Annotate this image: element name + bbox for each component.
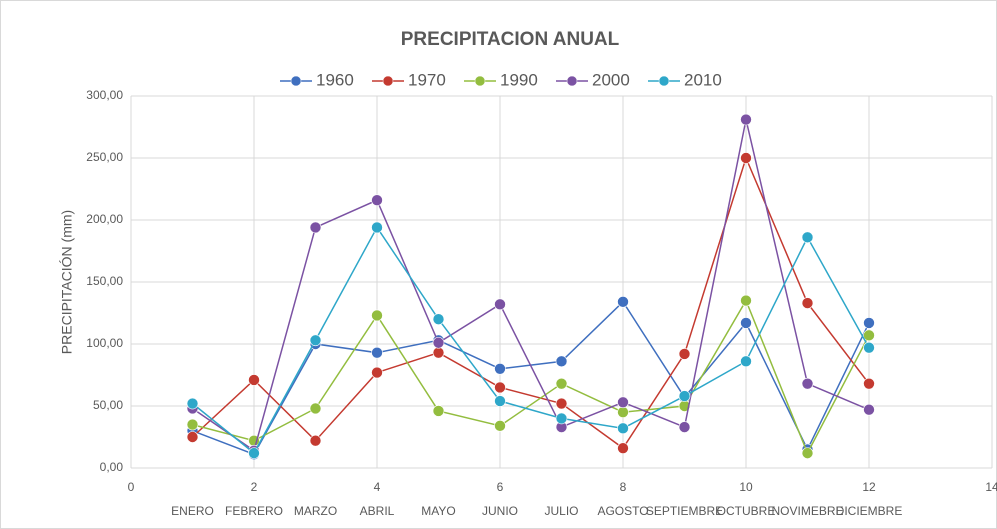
- y-tick-label: 250,00: [86, 150, 123, 164]
- data-point: [555, 377, 568, 390]
- data-point: [555, 412, 568, 425]
- category-label: ENERO: [171, 504, 214, 518]
- data-point: [186, 418, 199, 431]
- y-tick-label: 300,00: [86, 88, 123, 102]
- data-point: [617, 296, 629, 308]
- data-point: [371, 366, 383, 379]
- data-point: [432, 313, 445, 326]
- y-tick-label: 50,00: [93, 398, 123, 412]
- data-point: [678, 421, 691, 433]
- category-label: JULIO: [544, 504, 578, 518]
- data-point: [863, 317, 875, 329]
- legend-label: 1970: [408, 70, 446, 89]
- data-point: [617, 406, 629, 419]
- x-tick-label: 6: [497, 480, 504, 494]
- y-axis-label: PRECIPITACIÓN (mm): [59, 210, 75, 354]
- data-point: [801, 231, 814, 244]
- data-point: [617, 396, 629, 409]
- legend-marker: [658, 75, 670, 87]
- data-point: [801, 377, 814, 390]
- y-tick-label: 0,00: [100, 460, 124, 474]
- data-point: [371, 346, 383, 359]
- data-point: [371, 309, 383, 322]
- data-point: [248, 447, 260, 459]
- data-point: [863, 403, 875, 416]
- legend-marker: [474, 75, 486, 87]
- data-point: [432, 336, 445, 349]
- data-point: [186, 431, 199, 443]
- data-point: [740, 317, 752, 329]
- data-point: [186, 397, 199, 410]
- series-line: [192, 298, 870, 455]
- data-point: [863, 329, 875, 342]
- category-label: MARZO: [294, 504, 337, 518]
- category-label: ABRIL: [360, 504, 395, 518]
- legend-marker: [382, 75, 394, 87]
- x-tick-label: 8: [620, 480, 627, 494]
- data-point: [432, 405, 445, 417]
- y-tick-label: 150,00: [86, 274, 123, 288]
- data-point: [617, 422, 629, 435]
- x-tick-label: 0: [128, 480, 135, 494]
- chart-title: PRECIPITACION ANUAL: [401, 29, 620, 50]
- category-label: JUNIO: [482, 504, 518, 518]
- category-label: AGOSTO: [597, 504, 648, 518]
- category-label: FEBRERO: [225, 504, 283, 518]
- y-tick-label: 200,00: [86, 212, 123, 226]
- series-line: [192, 119, 870, 452]
- x-tick-label: 4: [374, 480, 381, 494]
- data-point: [309, 434, 322, 447]
- category-label: MAYO: [421, 504, 455, 518]
- x-tick-label: 2: [251, 480, 258, 494]
- x-tick-label: 14: [985, 480, 997, 494]
- data-point: [494, 298, 506, 311]
- legend-label: 2010: [684, 70, 722, 89]
- data-point: [740, 294, 752, 307]
- legend-label: 1960: [316, 70, 354, 89]
- data-point: [248, 374, 260, 386]
- category-label: OCTUBRE: [717, 504, 776, 518]
- data-point: [494, 381, 506, 394]
- data-point: [371, 221, 383, 234]
- data-point: [432, 346, 445, 359]
- x-tick-label: 12: [862, 480, 876, 494]
- data-point: [740, 113, 752, 126]
- category-label: NOVIMEBRE: [771, 504, 843, 518]
- data-point: [494, 362, 506, 375]
- data-point: [801, 447, 814, 459]
- data-point: [617, 442, 629, 454]
- data-point: [494, 420, 506, 432]
- data-point: [371, 194, 383, 206]
- data-point: [678, 390, 691, 402]
- data-point: [740, 152, 752, 164]
- data-point: [801, 297, 814, 309]
- legend-marker: [290, 75, 302, 87]
- data-point: [740, 355, 752, 368]
- data-point: [309, 221, 322, 234]
- category-label: DICIEMBRE: [836, 504, 903, 518]
- data-point: [863, 377, 875, 390]
- legend-marker: [566, 75, 578, 87]
- series-line: [191, 155, 870, 450]
- series-line: [192, 225, 870, 455]
- legend-label: 2000: [592, 70, 630, 89]
- data-point: [678, 348, 691, 360]
- y-tick-label: 100,00: [86, 336, 123, 350]
- category-label: SEPTIEMBRE: [646, 504, 723, 518]
- legend-label: 1990: [500, 70, 538, 89]
- x-tick-label: 10: [739, 480, 753, 494]
- data-point: [555, 355, 568, 368]
- data-point: [863, 341, 875, 354]
- data-point: [309, 402, 322, 415]
- data-point: [309, 334, 322, 347]
- data-point: [555, 397, 568, 410]
- data-point: [494, 395, 506, 407]
